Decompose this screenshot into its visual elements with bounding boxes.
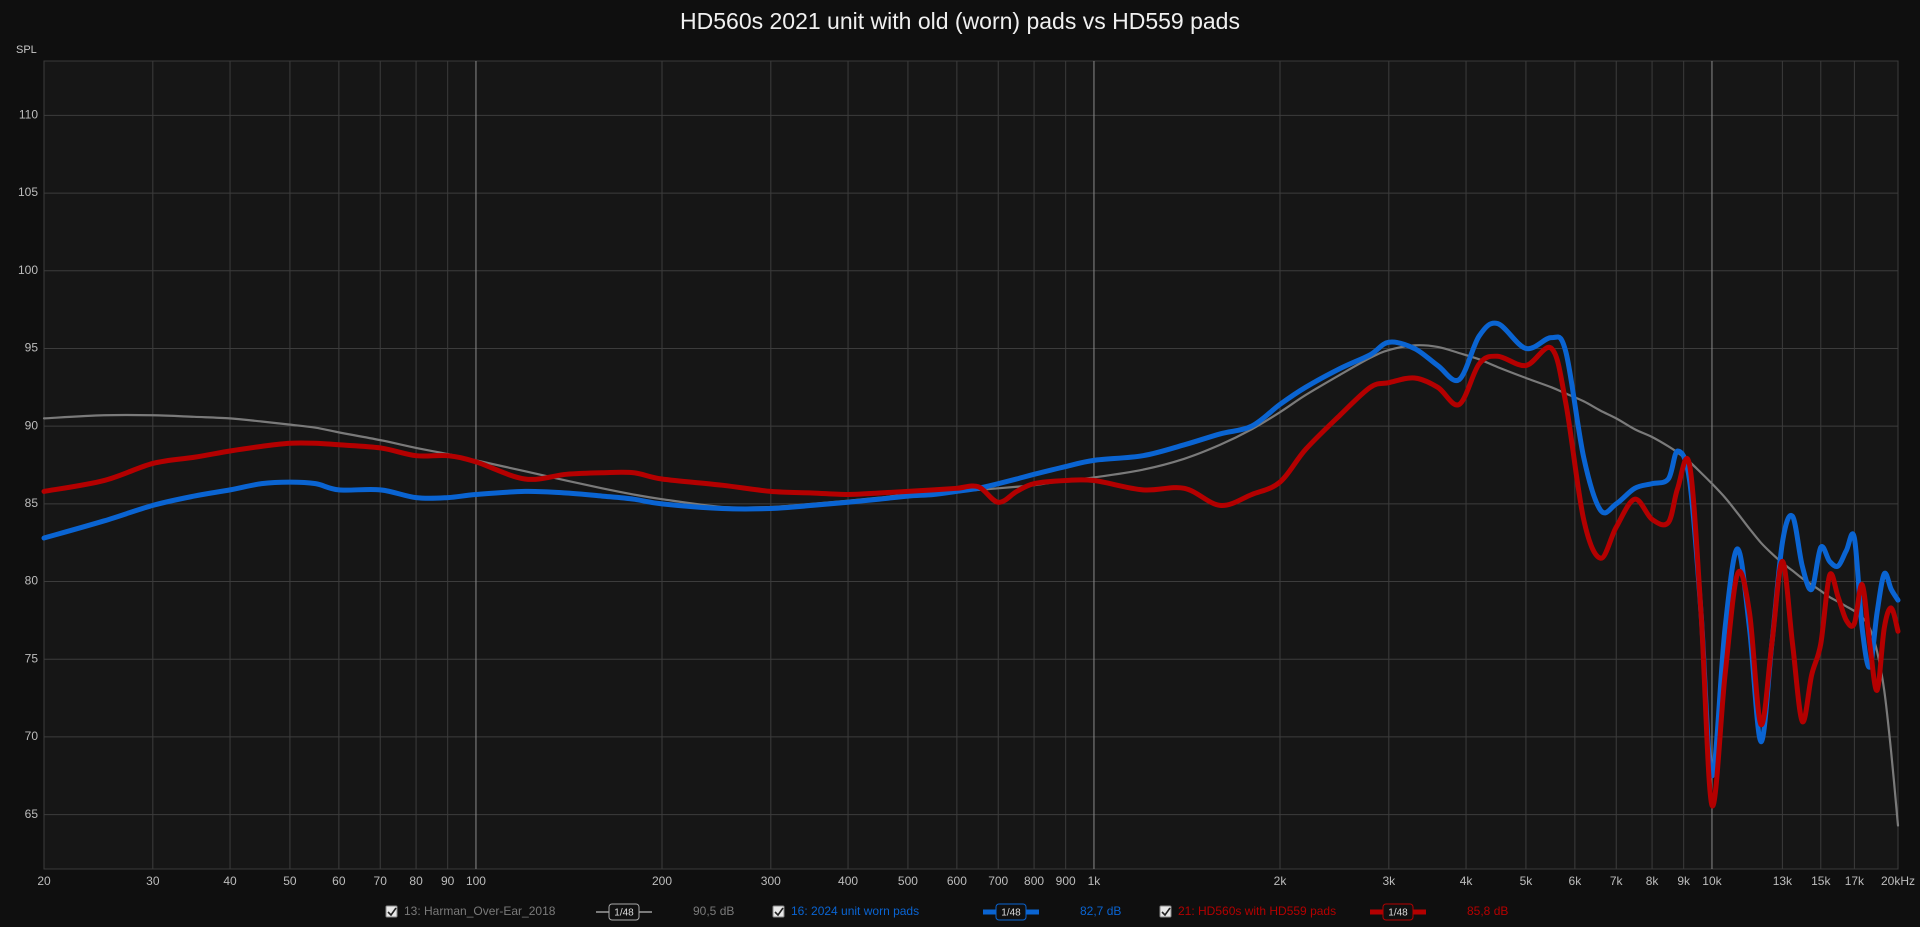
legend: 13: Harman_Over-Ear_2018 1/48 90,5 dB 16: 2… [385,903,1508,921]
x-tick-label: 400 [838,874,858,888]
legend-entry: 21: HD560s with HD559 pads 1/48 85,8 dB [1159,903,1508,921]
x-tick-label: 600 [947,874,967,888]
legend-smoothing: 1/48 [614,908,634,919]
legend-smoothing-box[interactable] [995,903,1027,921]
legend-entry: 16: 2024 unit worn pads 1/48 82,7 dB [772,903,1121,921]
x-tick-label: 1k [1088,874,1102,888]
x-tick-label: 8k [1646,874,1660,888]
x-tick-label: 100 [466,874,486,888]
x-tick-label: 6k [1569,874,1583,888]
legend-level: 90,5 dB [693,904,734,918]
x-tick-label: 20kHz [1881,874,1915,888]
x-tick-label: 3k [1382,874,1396,888]
legend-smoothing-box[interactable] [608,903,640,921]
y-tick-label: 100 [18,263,38,277]
legend-level: 85,8 dB [1467,904,1508,918]
x-tick-label: 80 [409,874,423,888]
x-tick-label: 30 [146,874,160,888]
x-tick-label: 9k [1677,874,1691,888]
series-line [42,344,1900,827]
legend-smoothing: 1/48 [1388,908,1408,919]
legend-label: 13: Harman_Over-Ear_2018 [404,904,556,918]
series-line [41,320,1901,779]
x-tick-label: 7k [1610,874,1624,888]
legend-checkmark [387,907,397,917]
x-tick-label: 15k [1811,874,1831,888]
series-line [41,344,1901,809]
x-tick-label: 300 [761,874,781,888]
chart-title: HD560s 2021 unit with old (worn) pads vs… [680,8,1240,34]
lines [41,320,1901,827]
y-tick-label: 105 [18,185,38,199]
x-tick-label: 90 [441,874,455,888]
grid [43,61,1899,869]
x-tick-label: 50 [283,874,297,888]
y-tick-label: 110 [19,108,38,122]
y-tick-label: 95 [25,341,39,355]
y-axis-label: SPL [16,44,37,56]
x-tick-label: 60 [332,874,346,888]
legend-label: 16: 2024 unit worn pads [791,904,919,918]
x-tick-label: 800 [1024,874,1044,888]
labels: 65 70 75 80 85 90 95 100 105 110 20 30 40 50 60 70 80 90 1… [18,108,1915,889]
x-tick-label: 4k [1460,874,1474,888]
y-tick-label: 75 [25,651,39,665]
legend-checkbox[interactable] [385,905,398,918]
x-tick-label: 500 [898,874,918,888]
y-tick-label: 80 [25,574,39,588]
legend-checkbox[interactable] [772,905,785,918]
y-tick-label: 70 [25,729,39,743]
x-tick-label: 17k [1845,874,1865,888]
x-tick-label: 20 [37,874,51,888]
x-tick-label: 700 [988,874,1008,888]
x-tick-label: 70 [374,874,388,888]
legend-checkbox[interactable] [1159,905,1172,918]
legend-label: 21: HD560s with HD559 pads [1178,904,1336,918]
x-tick-label: 13k [1773,874,1793,888]
x-tick-label: 2k [1274,874,1288,888]
legend-smoothing: 1/48 [1001,908,1021,919]
x-tick-label: 200 [652,874,672,888]
y-tick-label: 85 [25,496,39,510]
legend-smoothing-box[interactable] [1382,903,1414,921]
legend-entry: 13: Harman_Over-Ear_2018 1/48 90,5 dB [385,903,734,921]
legend-checkmark [1161,907,1171,917]
x-tick-label: 5k [1520,874,1534,888]
x-tick-label: 40 [223,874,237,888]
plot-area [43,60,1899,870]
x-tick-label: 10k [1702,874,1722,888]
y-tick-label: 65 [25,807,39,821]
legend-checkmark [774,907,784,917]
x-tick-label: 900 [1056,874,1076,888]
legend-level: 82,7 dB [1080,904,1121,918]
y-tick-label: 90 [25,418,39,432]
